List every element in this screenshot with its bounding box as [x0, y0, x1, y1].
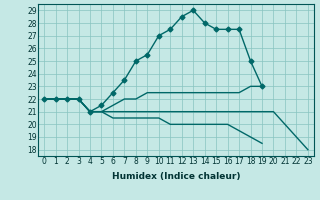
X-axis label: Humidex (Indice chaleur): Humidex (Indice chaleur): [112, 172, 240, 181]
